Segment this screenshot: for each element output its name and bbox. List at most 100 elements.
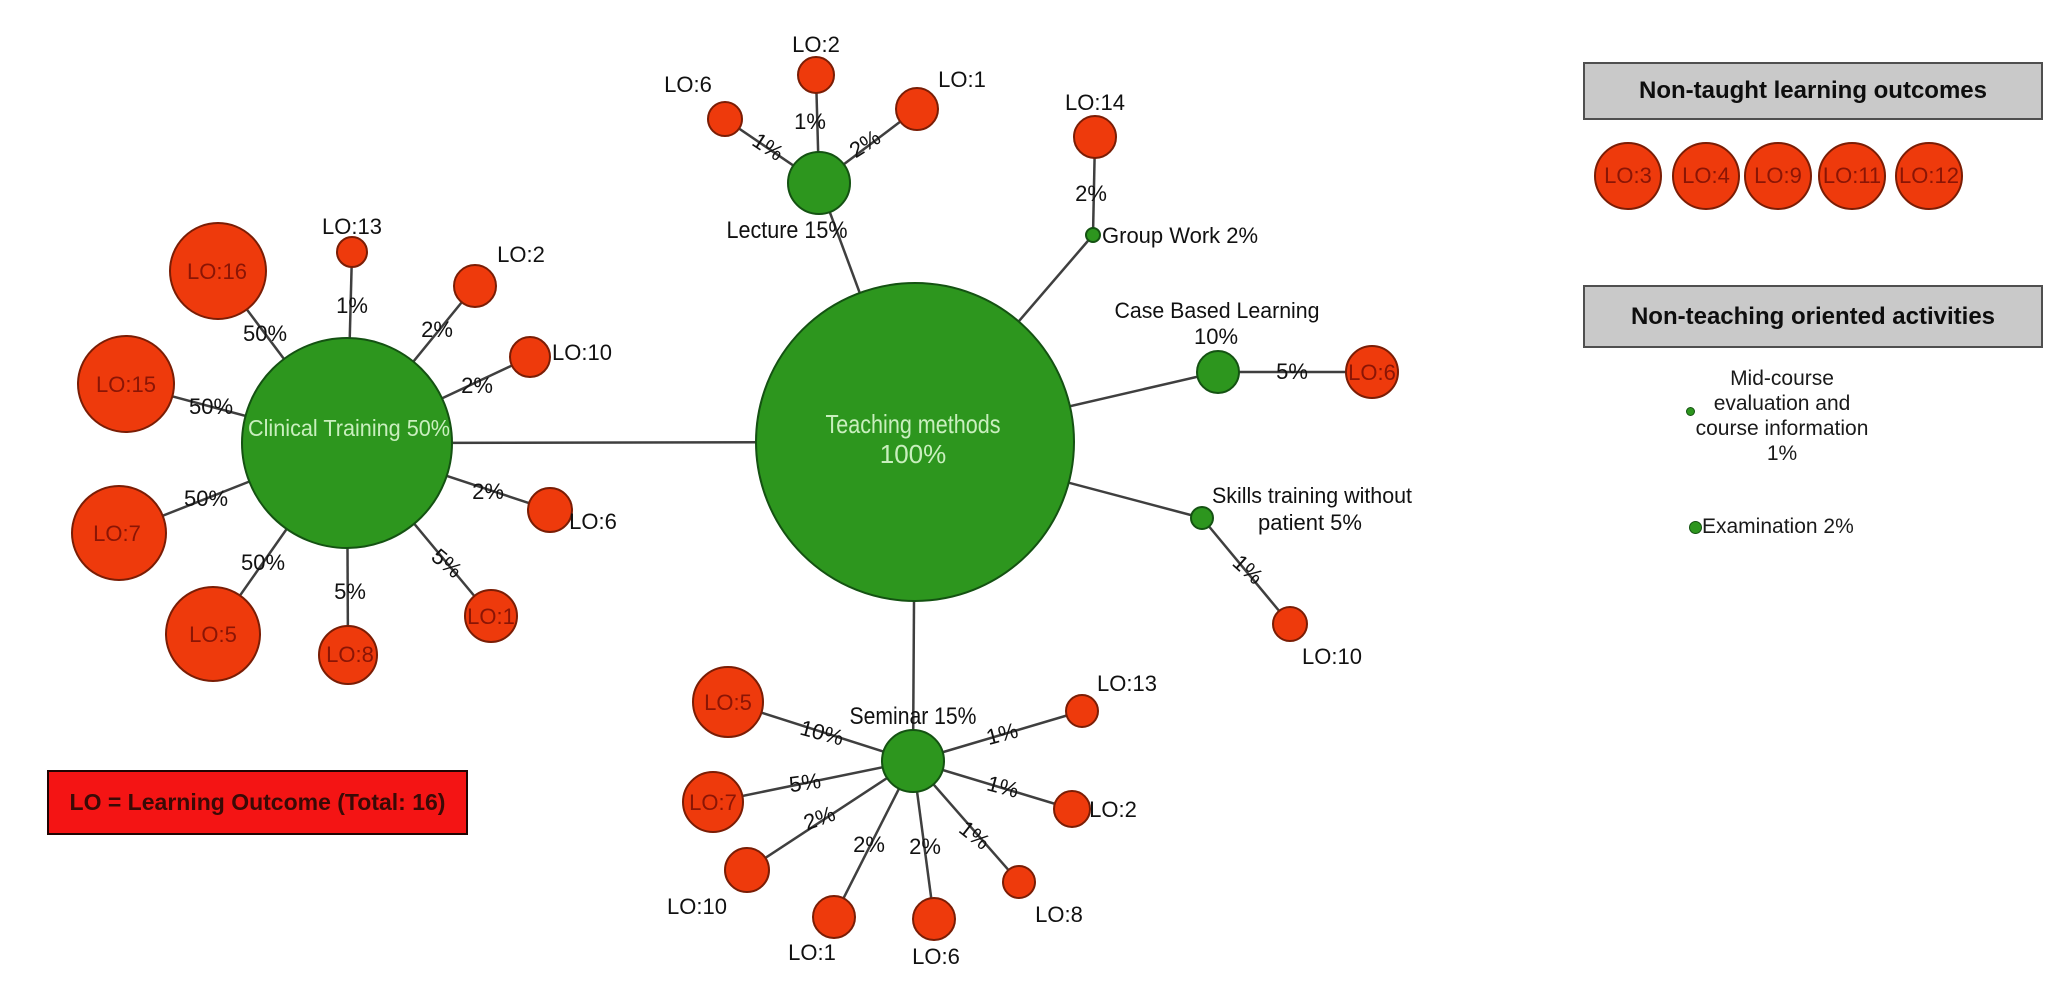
non-teaching-activities-title: Non-teaching oriented activities (1630, 302, 1996, 330)
edge-label-seminar-lo7: 5% (787, 768, 822, 797)
non-taught-lo12-circle: LO:12 (1895, 142, 1963, 210)
examination-dot (1689, 520, 1702, 534)
node-lo8-seminar (1002, 865, 1036, 899)
label-case-based-learning-2: 10% (1194, 324, 1238, 349)
label-lo2-seminar: LO:2 (1089, 797, 1137, 822)
edge-label-group-work-lo14: 2% (1075, 181, 1107, 206)
node-clinical-training (241, 337, 453, 549)
node-lo10-skills (1272, 606, 1308, 642)
non-taught-lo9-label: LO:9 (1754, 163, 1802, 188)
node-lo14-group-work (1073, 115, 1117, 159)
node-lecture (787, 151, 851, 215)
node-lo6-case-based (1345, 345, 1399, 399)
edge-label-lecture-lo2: 1% (794, 109, 826, 134)
edge-label-seminar-lo2: 1% (984, 771, 1021, 803)
edge-label-clinical-lo13: 1% (336, 293, 368, 318)
non-taught-lo4-circle: LO:4 (1672, 142, 1740, 210)
label-lo2-lecture: LO:2 (792, 32, 840, 57)
label-seminar: Seminar 15% (850, 703, 977, 730)
non-taught-lo3-label: LO:3 (1604, 163, 1652, 188)
label-lo2-clinical: LO:2 (497, 242, 545, 267)
node-lo7-seminar (682, 771, 744, 833)
node-skills-training-dot (1190, 506, 1214, 530)
label-lo1-lecture: LO:1 (938, 67, 986, 92)
node-lo10-clinical (509, 336, 551, 378)
node-lo1-clinical (464, 589, 518, 643)
label-teaching-methods-1: Teaching methods (826, 409, 1001, 439)
label-lo6-lecture: LO:6 (664, 72, 712, 97)
label-lo7-seminar: LO:7 (689, 790, 737, 815)
label-lo14-group-work: LO:14 (1065, 90, 1125, 115)
edge-label-clinical-lo10: 2% (461, 373, 493, 398)
node-lo5-clinical (165, 586, 261, 682)
mid-course-line1: Mid-course (1730, 367, 1834, 390)
non-taught-lo3-circle: LO:3 (1594, 142, 1662, 210)
edge-label-seminar-lo5: 10% (797, 715, 846, 751)
label-lo10-seminar: LO:10 (667, 894, 727, 919)
node-lo8-clinical (318, 625, 378, 685)
non-teaching-activities-header: Non-teaching oriented activities (1583, 285, 2043, 348)
label-lo5-seminar: LO:5 (704, 690, 752, 715)
mid-course-line2: evaluation and (1713, 392, 1851, 415)
edge-label-seminar-lo10: 2% (800, 801, 838, 835)
label-group-work-dot: Group Work 2% (1102, 223, 1258, 248)
non-taught-lo9-circle: LO:9 (1744, 142, 1812, 210)
label-lo6-case-based: LO:6 (1348, 360, 1396, 385)
mid-course-dot (1686, 407, 1695, 416)
non-taught-lo11-label: LO:11 (1822, 163, 1882, 188)
node-seminar (881, 729, 945, 793)
label-lo1-clinical: LO:1 (467, 604, 515, 629)
label-case-based-learning-1: Case Based Learning (1115, 298, 1320, 323)
node-lo10-seminar (724, 847, 770, 893)
edge-label-seminar-lo6: 2% (909, 834, 941, 859)
node-lo6-lecture (707, 101, 743, 137)
legend-text: LO = Learning Outcome (Total: 16) (69, 789, 446, 815)
non-taught-lo4-label: LO:4 (1682, 163, 1730, 188)
node-group-work-dot (1085, 227, 1101, 243)
label-lo5-clinical: LO:5 (189, 622, 237, 647)
label-lo13-clinical: LO:13 (322, 214, 382, 239)
label-lo1-seminar: LO:1 (788, 940, 836, 965)
label-lo16-clinical: LO:16 (187, 259, 247, 284)
edge-label-clinical-lo5: 50% (241, 550, 285, 575)
label-skills-training-dot-1: Skills training without (1212, 483, 1412, 508)
non-taught-outcomes-title: Non-taught learning outcomes (1639, 77, 1987, 104)
label-lecture: Lecture 15% (727, 217, 848, 244)
label-lo13-seminar: LO:13 (1097, 671, 1157, 696)
mid-course-line3: course information (1695, 417, 1869, 440)
node-case-based-learning (1196, 350, 1240, 394)
label-lo8-clinical: LO:8 (326, 642, 374, 667)
examination-label: Examination 2% (1702, 515, 1854, 538)
edge-label-clinical-lo7: 50% (184, 486, 228, 511)
label-skills-training-dot-2: patient 5% (1258, 510, 1362, 535)
node-lo13-seminar (1065, 694, 1099, 728)
node-lo2-lecture (797, 56, 835, 94)
legend-box: LO = Learning Outcome (Total: 16) (47, 770, 468, 835)
node-lo5-seminar (692, 666, 764, 738)
non-taught-outcomes-header: Non-taught learning outcomes (1583, 62, 2043, 120)
non-taught-lo12-label: LO:12 (1899, 163, 1959, 188)
edge-label-case-based-lo6: 5% (1276, 359, 1308, 384)
label-lo10-clinical: LO:10 (552, 340, 612, 365)
edge-label-clinical-lo1: 5% (427, 543, 467, 583)
label-clinical-training: Clinical Training 50% (248, 415, 450, 441)
edge-label-clinical-lo16: 50% (243, 321, 287, 346)
mid-course-line4: 1% (1766, 442, 1798, 465)
label-teaching-methods-2: 100% (880, 439, 947, 469)
mid-course-activity: Mid-course evaluation and course informa… (1657, 366, 1907, 466)
edge-skills-lo10 (1201, 517, 1291, 625)
node-lo6-seminar (912, 897, 956, 941)
edge-label-seminar-lo1: 2% (853, 832, 885, 857)
node-lo1-lecture (895, 87, 939, 131)
label-lo6-seminar: LO:6 (912, 944, 960, 969)
non-taught-lo11-circle: LO:11 (1818, 142, 1886, 210)
label-lo10-skills: LO:10 (1302, 644, 1362, 669)
edge-seminar-lo10 (746, 759, 914, 872)
node-lo2-seminar (1053, 790, 1091, 828)
label-lo15-clinical: LO:15 (96, 372, 156, 397)
node-lo1-seminar (812, 895, 856, 939)
node-lo13-clinical (336, 236, 368, 268)
node-lo2-clinical (453, 264, 497, 308)
label-lo6-clinical: LO:6 (569, 509, 617, 534)
